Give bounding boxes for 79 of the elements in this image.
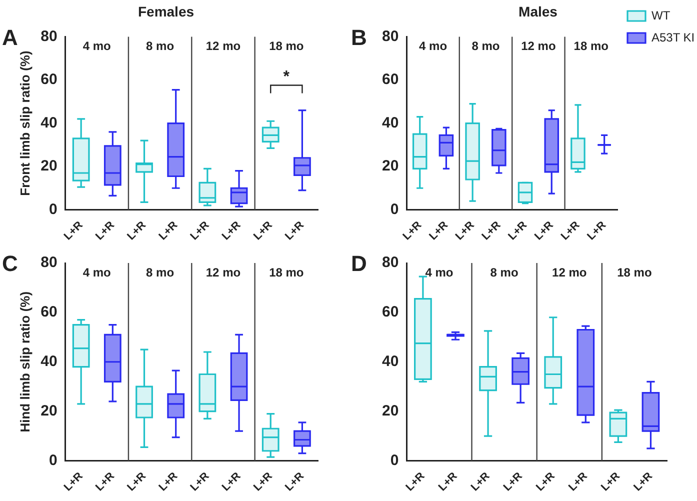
y-axis-title: Front limb slip ratio (%) <box>17 50 32 196</box>
chart-title: Females <box>138 3 194 20</box>
annotation: 4 mo <box>82 265 111 280</box>
y-tick-label: 20 <box>382 158 399 175</box>
x-tick-label: L+R <box>94 470 117 494</box>
x-tick-label: L+R <box>599 470 622 494</box>
annotation: 18 mo <box>574 39 608 54</box>
x-tick-label: L+R <box>251 470 275 494</box>
x-tick-label: L+R <box>220 219 244 243</box>
x-tick-label: L+R <box>188 470 212 494</box>
y-tick-label: 40 <box>382 353 399 370</box>
annotation: 4 mo <box>425 265 454 280</box>
x-tick-label: L+R <box>283 219 307 243</box>
y-tick-label: 40 <box>382 114 399 132</box>
annotation: 18 mo <box>617 265 652 280</box>
x-tick-label: L+R <box>125 219 149 243</box>
annotation: 8 mo <box>146 265 174 280</box>
y-tick-label: 20 <box>40 402 58 420</box>
annotation: 18 mo <box>269 39 304 54</box>
x-tick-label: L+R <box>156 470 180 494</box>
x-tick-label: L+R <box>251 219 275 243</box>
x-tick-label: L+R <box>468 470 492 494</box>
legend-label: WT <box>652 8 671 22</box>
x-tick-label: L+R <box>453 219 477 243</box>
annotation: 8 mo <box>490 265 518 280</box>
x-tick-label: L+R <box>62 470 86 494</box>
y-tick-label: 40 <box>40 353 58 370</box>
x-tick-label: L+R <box>632 470 656 494</box>
x-tick-label: L+R <box>404 470 428 494</box>
y-tick-label: 0 <box>48 452 58 469</box>
y-tick-label: 60 <box>40 71 58 88</box>
x-tick-label: L+R <box>566 470 590 494</box>
text: B <box>351 24 367 50</box>
y-tick-label: 0 <box>48 200 58 218</box>
annotation: 8 mo <box>146 39 174 54</box>
text: A <box>2 24 18 50</box>
annotation: * <box>283 68 290 86</box>
annotation: 8 mo <box>472 39 500 54</box>
y-tick-label: 60 <box>382 304 399 321</box>
y-axis-title: Hind limb slip ratio (%) <box>17 291 32 432</box>
annotation: 12 mo <box>552 265 587 280</box>
x-tick-label: L+R <box>220 470 244 494</box>
legend-label: A53T KI <box>652 30 695 44</box>
y-tick-label: 80 <box>40 28 58 45</box>
x-tick-label: L+R <box>283 470 307 494</box>
x-tick-label: L+R <box>534 470 558 494</box>
y-tick-label: 20 <box>40 158 58 175</box>
x-tick-label: L+R <box>188 219 212 243</box>
x-tick-label: L+R <box>62 219 86 243</box>
text: C <box>2 251 18 276</box>
y-tick-label: 80 <box>40 254 58 272</box>
y-tick-label: 0 <box>390 452 399 469</box>
x-tick-label: L+R <box>436 470 460 494</box>
annotation: 12 mo <box>521 39 556 54</box>
x-tick-label: L+R <box>558 219 582 243</box>
annotation: 18 mo <box>269 265 304 280</box>
x-tick-label: L+R <box>506 219 530 243</box>
annotation: 12 mo <box>206 265 241 280</box>
x-tick-label: L+R <box>532 219 556 243</box>
x-tick-label: L+R <box>156 219 180 243</box>
text: D <box>351 251 367 276</box>
x-tick-label: L+R <box>400 219 424 243</box>
y-tick-label: 60 <box>40 304 58 321</box>
x-tick-label: L+R <box>125 470 149 494</box>
y-tick-label: 0 <box>390 200 399 218</box>
x-tick-label: L+R <box>501 470 525 494</box>
chart-title: Males <box>518 3 558 20</box>
y-tick-label: 80 <box>382 254 399 272</box>
x-tick-label: L+R <box>480 219 504 243</box>
annotation: 4 mo <box>82 39 111 54</box>
x-tick-label: L+R <box>585 219 609 243</box>
x-tick-label: L+R <box>427 219 451 243</box>
annotation: 12 mo <box>206 39 241 54</box>
y-tick-label: 60 <box>382 71 399 88</box>
annotation: 4 mo <box>419 39 448 54</box>
y-tick-label: 20 <box>382 402 399 420</box>
y-tick-label: 40 <box>40 114 58 132</box>
y-tick-label: 80 <box>382 28 399 45</box>
x-tick-label: L+R <box>94 219 117 243</box>
